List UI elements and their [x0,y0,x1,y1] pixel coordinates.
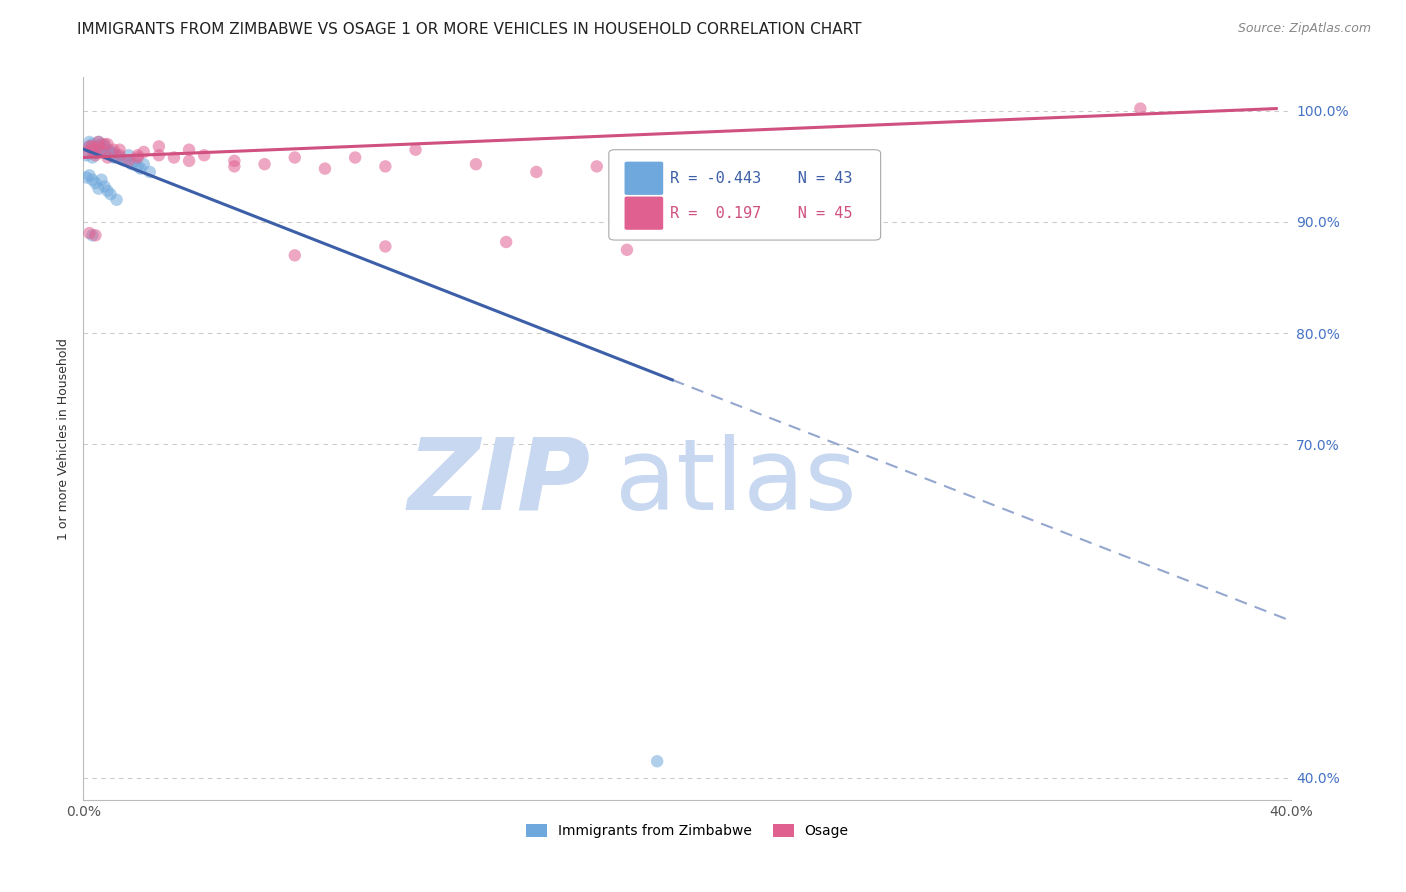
Point [96,151,118,165]
Point [82,151,104,165]
FancyBboxPatch shape [609,150,880,240]
Point [129,161,152,176]
Point [224,160,246,174]
Point [121,157,143,171]
Text: R = -0.443    N = 43: R = -0.443 N = 43 [671,170,853,186]
Point [108,151,131,165]
Point [495,235,517,249]
Point [374,160,396,174]
Point [645,754,668,768]
Point [193,148,215,162]
Point [118,153,141,168]
Point [118,148,141,162]
Point [737,161,759,176]
Point [79,139,101,153]
Point [616,243,638,257]
Point [100,187,122,202]
Point [585,160,607,174]
Point [82,137,104,152]
Point [96,147,118,161]
Point [75,148,97,162]
Point [82,143,104,157]
Point [90,137,112,152]
Point [105,148,128,162]
FancyBboxPatch shape [624,196,664,230]
Point [79,135,101,149]
Point [177,143,200,157]
Point [114,153,136,168]
Point [103,143,125,157]
Text: Source: ZipAtlas.com: Source: ZipAtlas.com [1237,22,1371,36]
Point [127,151,149,165]
Point [79,226,101,240]
Point [90,144,112,158]
Point [108,148,131,162]
Point [177,153,200,168]
Point [84,176,107,190]
Point [405,143,427,157]
Point [87,135,110,149]
Text: atlas: atlas [614,434,856,531]
Point [139,165,162,179]
Point [87,139,110,153]
Point [96,143,118,157]
FancyBboxPatch shape [624,161,664,194]
Point [82,228,104,243]
Text: IMMIGRANTS FROM ZIMBABWE VS OSAGE 1 OR MORE VEHICLES IN HOUSEHOLD CORRELATION CH: IMMIGRANTS FROM ZIMBABWE VS OSAGE 1 OR M… [77,22,862,37]
Point [90,172,112,186]
Point [79,139,101,153]
Text: ZIP: ZIP [408,434,591,531]
Point [84,228,107,243]
Point [87,181,110,195]
Point [84,142,107,156]
Point [87,144,110,158]
Point [75,145,97,159]
Point [127,148,149,162]
Point [108,143,131,157]
Point [75,170,97,185]
Point [79,169,101,183]
Point [124,153,146,168]
Y-axis label: 1 or more Vehicles in Household: 1 or more Vehicles in Household [58,338,70,540]
Point [82,172,104,186]
Point [103,146,125,161]
Legend: Immigrants from Zimbabwe, Osage: Immigrants from Zimbabwe, Osage [520,819,855,844]
Point [96,184,118,198]
Point [111,153,134,167]
Point [87,139,110,153]
Point [374,239,396,253]
Point [224,153,246,168]
Point [82,139,104,153]
Point [93,179,115,194]
Point [1129,102,1152,116]
Point [87,135,110,149]
Point [100,145,122,159]
Point [84,148,107,162]
Point [148,148,170,162]
Point [93,144,115,158]
Point [84,146,107,161]
Point [465,157,488,171]
Point [93,137,115,152]
Point [827,153,849,168]
Point [103,151,125,165]
Point [314,161,336,176]
Point [676,165,699,179]
Point [90,142,112,156]
Point [82,143,104,157]
Point [148,139,170,153]
Point [93,138,115,153]
Point [96,137,118,152]
Point [284,151,307,165]
Point [253,157,276,171]
Point [284,248,307,262]
Point [132,145,155,159]
Point [524,165,547,179]
Text: R =  0.197    N = 45: R = 0.197 N = 45 [671,206,853,220]
Point [163,151,186,165]
Point [105,193,128,207]
Point [344,151,367,165]
Point [132,157,155,171]
Point [127,160,149,174]
